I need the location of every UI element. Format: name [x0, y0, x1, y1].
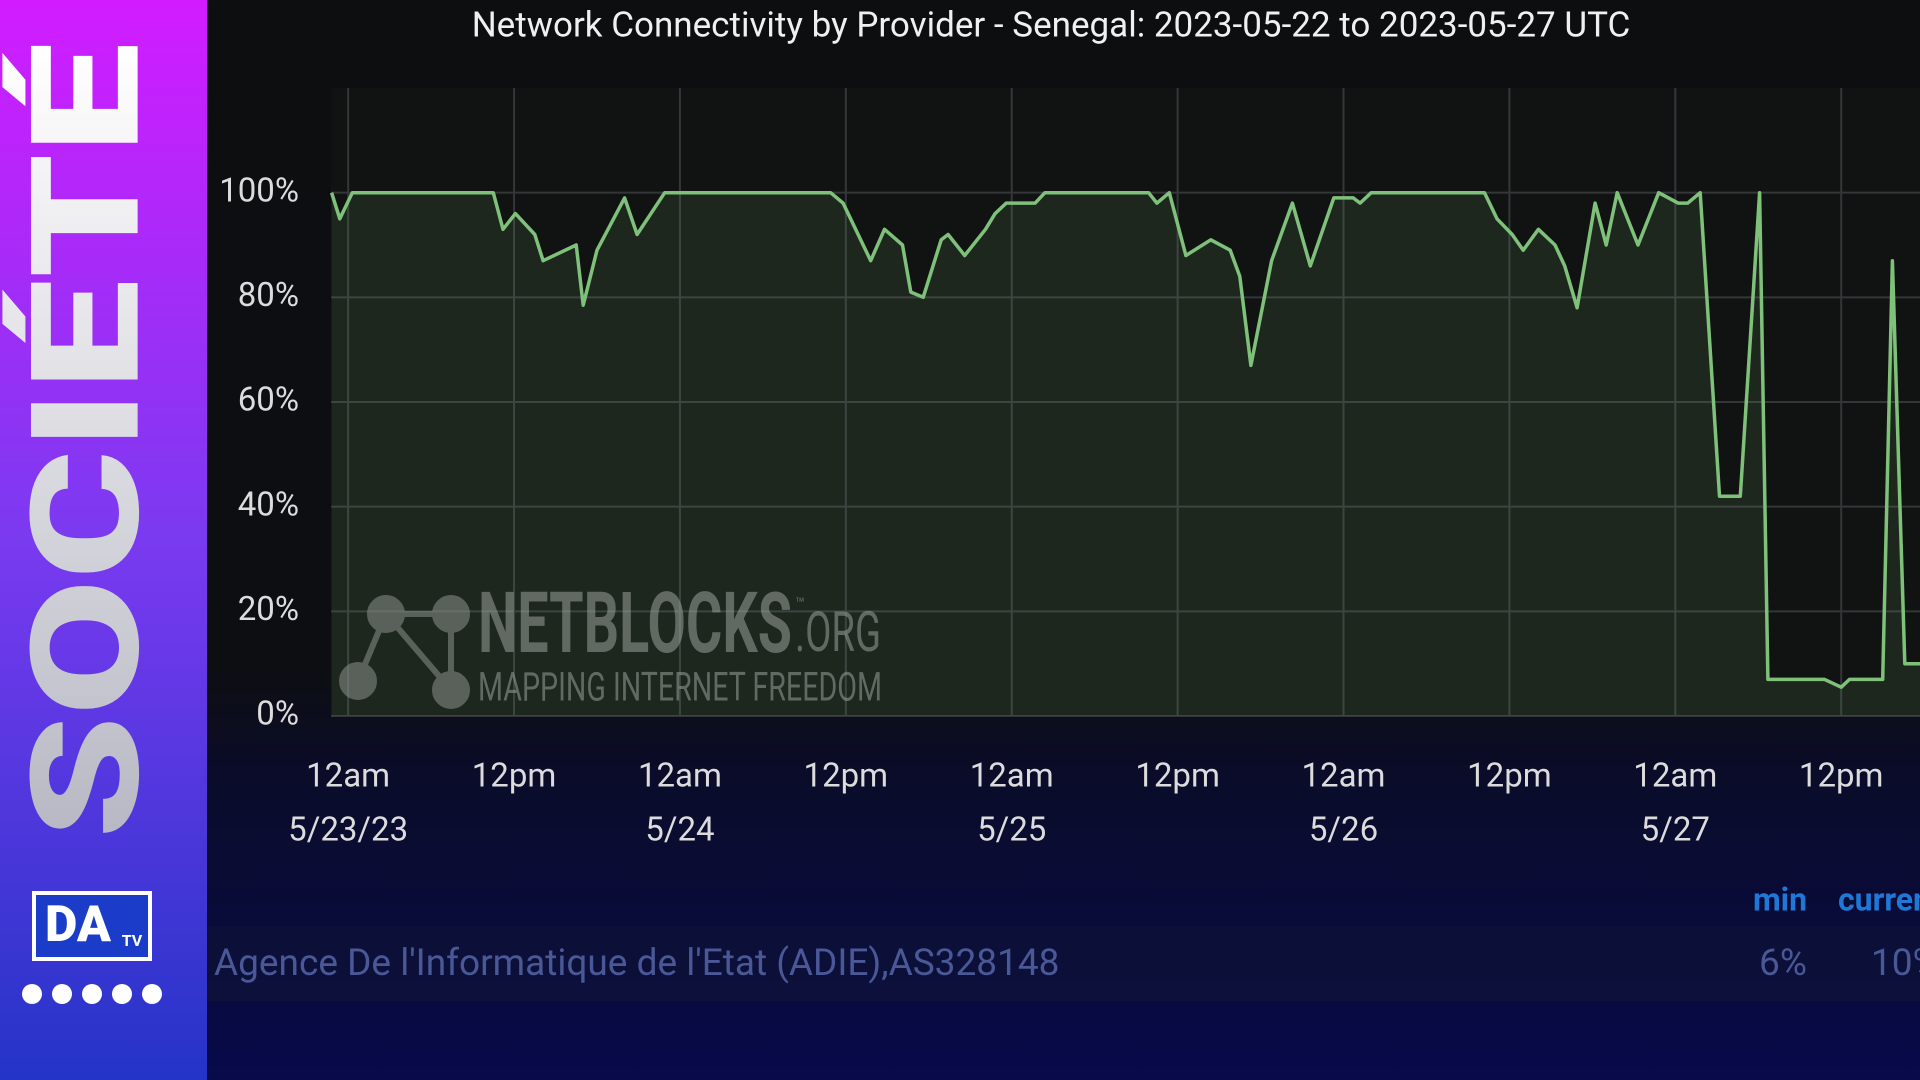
y-tick-label: 40%	[238, 485, 299, 524]
logo-sub: TV	[122, 931, 143, 950]
watermark-icon	[339, 595, 470, 709]
x-tick-label: 12am	[1633, 757, 1717, 796]
facebook-icon[interactable]	[52, 984, 72, 1004]
x-tick-label: 12pm	[472, 757, 557, 796]
area	[331, 192, 1920, 716]
x-tick-date: 5/25	[977, 811, 1046, 850]
x-tick-label: 12am	[1302, 757, 1386, 796]
x-tick-label: 12pm	[1467, 757, 1552, 796]
logo-text: DA	[45, 896, 112, 954]
watermark-brand: NETBLOCKS	[478, 574, 792, 673]
y-tick-label: 100%	[219, 171, 299, 210]
table-header: min	[1753, 880, 1807, 918]
x-tick-date: 5/26	[1309, 811, 1378, 850]
social-icons[interactable]	[22, 984, 162, 1004]
x-tick-label: 12pm	[804, 757, 889, 796]
x-tick-label: 12am	[638, 757, 722, 796]
tiktok-icon[interactable]	[142, 984, 162, 1004]
section-title: SOCIÉTÉ	[0, 43, 175, 839]
watermark-tagline: MAPPING INTERNET FREEDOM	[478, 664, 882, 711]
chart-title: Network Connectivity by Provider - Seneg…	[472, 4, 1631, 45]
x-tick-label: 12pm	[1135, 757, 1220, 796]
x-tick-label: 12pm	[1799, 757, 1884, 796]
x-tick-label: 12am	[306, 757, 390, 796]
x-tick-date: 5/24	[645, 811, 714, 850]
table-cell: 10%	[1871, 942, 1920, 985]
table-header: current	[1838, 880, 1920, 918]
watermark-domain: .ORG	[795, 599, 881, 665]
table-row-bg	[207, 927, 1920, 1001]
watermark-tm: ™	[795, 594, 805, 613]
youtube-icon[interactable]	[22, 984, 42, 1004]
y-tick-label: 60%	[238, 381, 299, 420]
x-tick-label: 12am	[970, 757, 1054, 796]
y-tick-label: 80%	[238, 276, 299, 315]
line	[329, 190, 1920, 689]
plot: 0% 20% 40% 60% 80% 100% 12am 5/23/23 12pm 12am 5/2…	[219, 88, 1920, 850]
twitter-icon[interactable]	[82, 984, 102, 1004]
instagram-icon[interactable]	[112, 984, 132, 1004]
x-tick-date: 5/27	[1641, 811, 1710, 850]
y-tick-label: 20%	[238, 590, 299, 629]
table-cell: Agence De l'Informatique de l'Etat (ADIE…	[214, 942, 1059, 985]
watermark: NETBLOCKS ™ .ORG MAPPING INTERNET FREEDO…	[339, 574, 882, 711]
table-cell: 6%	[1759, 942, 1807, 985]
x-tick-date: 5/23/23	[288, 811, 408, 850]
y-tick-label: 0%	[256, 695, 299, 734]
logo-inner	[36, 895, 148, 957]
